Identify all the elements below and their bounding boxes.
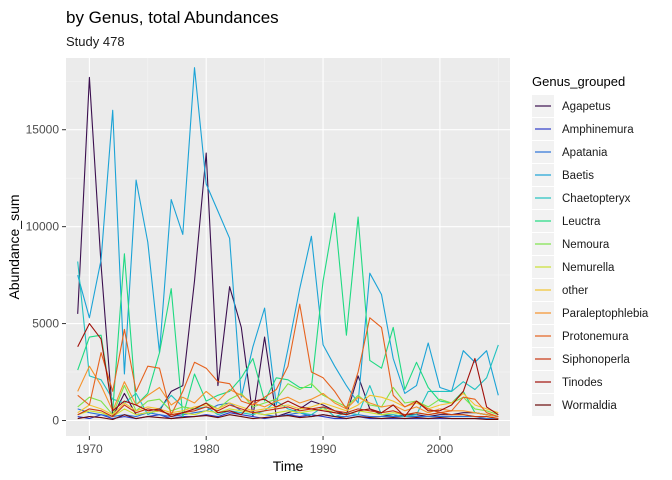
legend-title: Genus_grouped: [532, 74, 625, 89]
legend-label: Baetis: [562, 170, 594, 182]
legend-label: Nemoura: [562, 239, 610, 251]
y-tick-label: 5000: [32, 317, 59, 331]
x-axis: 1970 1980 1990 2000: [76, 436, 454, 456]
legend-label: Tinodes: [562, 377, 603, 389]
x-axis-title: Time: [273, 458, 304, 474]
y-tick-label: 0: [52, 413, 59, 427]
series-line-tinodes: [77, 323, 499, 418]
legend-label: Paraleptophlebia: [562, 308, 649, 320]
legend-label: Amphinemura: [562, 124, 634, 136]
legend-label: Nemurella: [562, 262, 615, 274]
legend-label: other: [562, 285, 588, 297]
series-line-protonemura: [77, 303, 499, 418]
x-tick-label: 1990: [310, 442, 337, 456]
x-tick-label: 1980: [193, 442, 220, 456]
series-line-siphonoperla: [77, 404, 499, 420]
y-axis: 0 5000 10000 15000: [26, 123, 66, 427]
grid-major: [66, 58, 510, 436]
series-line-baetis: [77, 67, 499, 406]
legend-label: Apatania: [562, 147, 608, 159]
legend-label: Agapetus: [562, 101, 611, 113]
series-lines: [77, 67, 499, 421]
series-line-paraleptophlebia: [77, 365, 499, 418]
legend-label: Chaetopteryx: [562, 193, 631, 205]
legend-label: Leuctra: [562, 216, 601, 228]
y-tick-label: 15000: [26, 123, 60, 137]
legend-label: Protonemura: [562, 331, 629, 343]
series-line-nemoura: [77, 383, 499, 416]
y-tick-label: 10000: [26, 220, 60, 234]
y-axis-title: Abundance_sum: [6, 194, 22, 299]
legend-label: Siphonoperla: [562, 354, 630, 366]
series-line-wormaldia: [77, 414, 499, 421]
chart-subtitle: Study 478: [66, 34, 125, 49]
grid-minor: [66, 58, 510, 436]
x-tick-label: 2000: [427, 442, 454, 456]
chart-title: by Genus, total Abundances: [66, 8, 279, 27]
legend: Agapetus Amphinemura Apatania Baetis Chaetop…: [532, 95, 649, 416]
x-tick-label: 1970: [76, 442, 103, 456]
legend-label: Wormaldia: [562, 400, 617, 412]
series-line-leuctra: [77, 212, 499, 418]
series-line-chaetopteryx: [77, 261, 499, 418]
